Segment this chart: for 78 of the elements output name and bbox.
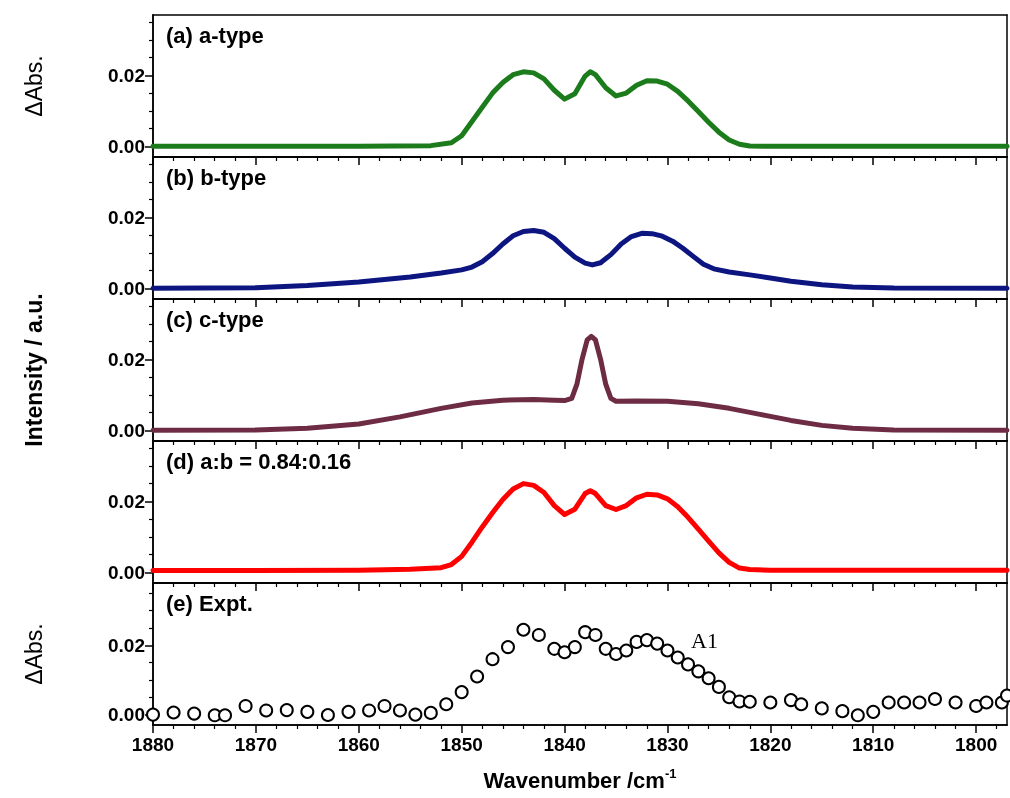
point	[881, 695, 896, 710]
point	[362, 703, 377, 718]
y-axis-title: ΔAbs.	[20, 55, 47, 117]
point	[912, 695, 927, 710]
point	[948, 695, 963, 710]
chart-title: (a) a-type	[166, 22, 264, 48]
point	[408, 707, 423, 722]
point	[598, 641, 613, 656]
point	[763, 695, 778, 710]
point	[742, 694, 757, 709]
point	[392, 703, 407, 718]
point	[187, 706, 202, 721]
point	[259, 703, 274, 718]
point	[927, 692, 942, 707]
point	[279, 703, 294, 718]
point	[238, 698, 253, 713]
point	[531, 627, 546, 642]
y-axis-title: Intensity / a.u.	[20, 293, 47, 447]
point	[979, 695, 994, 710]
point	[722, 690, 737, 705]
point	[516, 622, 531, 637]
y-tick-label: 0.02	[108, 348, 145, 370]
point	[320, 707, 335, 722]
point	[300, 704, 315, 719]
point	[470, 669, 485, 684]
annotation: A1	[691, 627, 718, 653]
point	[547, 641, 562, 656]
y-tick-label: 0.00	[108, 135, 145, 157]
chart-title: (c) c-type	[166, 306, 264, 332]
point	[897, 695, 912, 710]
point	[650, 636, 665, 651]
point	[969, 698, 984, 713]
point	[670, 650, 685, 665]
point	[439, 697, 454, 712]
point	[500, 640, 515, 655]
point	[711, 679, 726, 694]
y-tick-label: 0.00	[108, 561, 145, 583]
point	[341, 704, 356, 719]
y-tick-label: 0.00	[108, 704, 145, 726]
point	[814, 701, 829, 716]
y-tick-label: 0.02	[108, 64, 145, 86]
y-tick-label: 0.02	[108, 634, 145, 656]
point	[218, 708, 233, 723]
point	[423, 705, 438, 720]
chart-title: (e) Expt.	[166, 590, 253, 616]
point	[166, 705, 181, 720]
point	[146, 707, 160, 722]
point	[835, 704, 850, 719]
x-tick-label: 1810	[852, 734, 895, 755]
point	[377, 698, 392, 713]
x-tick-label: 1860	[337, 734, 380, 755]
y-axis-title: ΔAbs.	[20, 623, 47, 685]
x-tick-label: 1800	[954, 734, 998, 755]
x-tick-label: 1820	[749, 734, 792, 755]
y-tick-label: 0.00	[108, 277, 145, 299]
point	[866, 704, 881, 719]
point	[454, 685, 469, 700]
x-tick-label: 1870	[234, 734, 278, 755]
point	[681, 657, 696, 672]
point	[619, 643, 634, 658]
point	[850, 708, 865, 723]
x-tick-label: 1880	[131, 734, 175, 755]
point	[557, 645, 572, 660]
point	[485, 652, 500, 667]
x-tick-label: 1830	[646, 734, 689, 755]
x-tick-label: 1850	[440, 734, 483, 755]
point	[691, 664, 706, 679]
point	[794, 697, 809, 712]
chart-title: (b) b-type	[166, 164, 267, 190]
y-tick-label: 0.02	[108, 490, 145, 512]
x-tick-label: 1840	[543, 734, 586, 755]
y-tick-label: 0.00	[108, 419, 145, 441]
point	[701, 671, 716, 686]
point	[588, 627, 603, 642]
point	[567, 640, 582, 655]
chart-title: (d) a:b = 0.84:0.16	[166, 448, 352, 474]
point	[660, 643, 675, 658]
y-tick-label: 0.02	[108, 206, 145, 228]
